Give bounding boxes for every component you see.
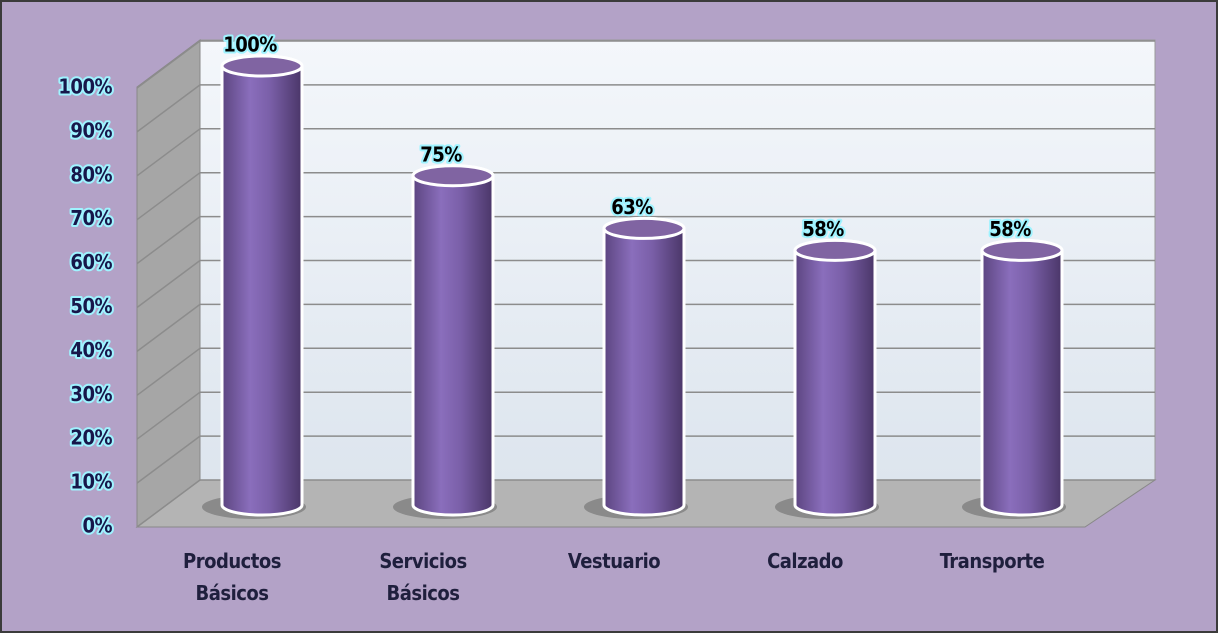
y-tick-label: 20% bbox=[70, 426, 112, 450]
x-tick-label: Transporte bbox=[940, 549, 1045, 573]
bar-top bbox=[220, 54, 304, 78]
bar bbox=[602, 216, 686, 517]
value-label: 63% bbox=[611, 195, 653, 219]
y-tick-label: 90% bbox=[70, 118, 112, 142]
y-tick-label: 70% bbox=[70, 206, 112, 230]
grid-line bbox=[136, 215, 201, 265]
y-tick-label: 80% bbox=[70, 162, 112, 186]
grid-line bbox=[136, 435, 201, 484]
value-label: 75% bbox=[420, 142, 462, 166]
grid-line bbox=[136, 128, 201, 177]
bar bbox=[793, 238, 877, 517]
grid-line bbox=[136, 84, 201, 133]
y-tick-label: 60% bbox=[70, 250, 112, 274]
grid-line bbox=[136, 391, 201, 440]
y-tick-label: 50% bbox=[70, 294, 112, 318]
y-tick-label: 0% bbox=[82, 514, 112, 538]
grid-line bbox=[136, 303, 201, 353]
bar bbox=[411, 164, 495, 517]
bar-top bbox=[793, 238, 877, 262]
bar-top bbox=[411, 164, 495, 188]
y-tick-label: 30% bbox=[70, 382, 112, 406]
x-tick-label: Servicios Básicos bbox=[379, 549, 466, 605]
y-tick-label: 40% bbox=[70, 338, 112, 362]
x-tick-label: Vestuario bbox=[568, 549, 660, 573]
bar bbox=[980, 238, 1064, 517]
grid-line bbox=[136, 172, 201, 221]
grid-line bbox=[136, 479, 201, 528]
bar-top bbox=[602, 216, 686, 240]
grid-line bbox=[136, 347, 201, 396]
grid-line bbox=[136, 259, 201, 309]
x-tick-label: Calzado bbox=[767, 549, 843, 573]
grid-line bbox=[136, 40, 201, 89]
bar-top bbox=[980, 238, 1064, 262]
x-tick-label: Productos Básicos bbox=[183, 549, 281, 605]
value-label: 100% bbox=[223, 33, 277, 57]
y-tick-label: 10% bbox=[70, 470, 112, 494]
y-tick-label: 100% bbox=[58, 75, 112, 99]
value-label: 58% bbox=[802, 217, 844, 241]
bar bbox=[220, 54, 304, 517]
value-label: 58% bbox=[989, 217, 1031, 241]
